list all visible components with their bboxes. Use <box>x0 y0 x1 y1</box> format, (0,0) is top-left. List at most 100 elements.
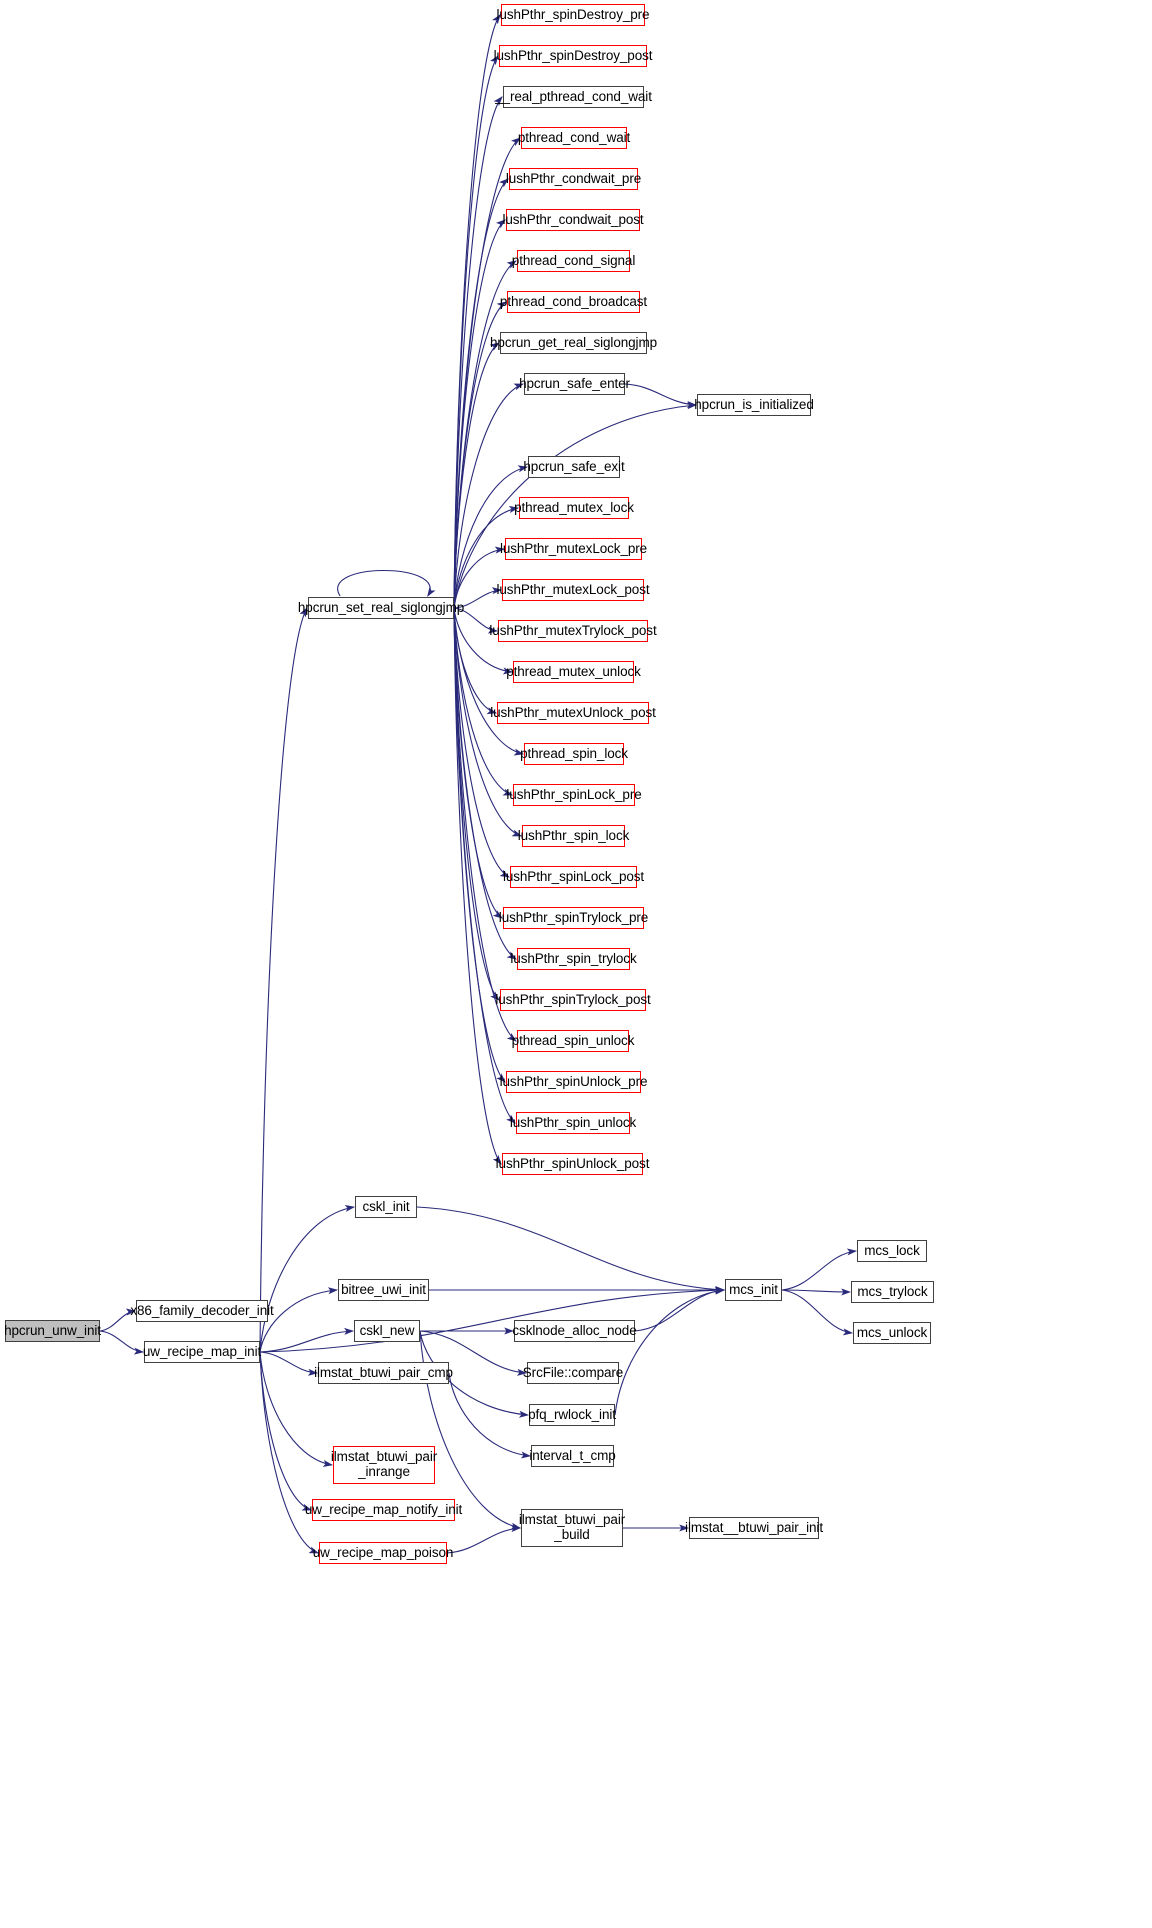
graph-edge <box>781 1288 852 1296</box>
graph-node-label: lushPthr_spinDestroy_pre <box>496 6 650 22</box>
graph-node-label: x86_family_decoder_init <box>130 1302 274 1318</box>
graph-node-hpcrun-safe-exit[interactable]: hpcrun_safe_exit <box>523 456 625 478</box>
graph-node-bitree-uwi-init[interactable]: bitree_uwi_init <box>338 1279 429 1301</box>
graph-node-lushpthr-mutexunlock-post[interactable]: lushPthr_mutexUnlock_post <box>490 702 656 724</box>
graph-node-pthread-cond-broadcast[interactable]: pthread_cond_broadcast <box>500 291 647 313</box>
graph-node-label: ilmstat__btuwi_pair_init <box>685 1519 823 1535</box>
graph-node-lushpthr-spindestroy-post[interactable]: lushPthr_spinDestroy_post <box>494 45 653 67</box>
graph-node-lushpthr-spinunlock-post[interactable]: lushPthr_spinUnlock_post <box>496 1153 649 1175</box>
graph-node-hpcrun-is-initialized[interactable]: hpcrun_is_initialized <box>694 394 814 416</box>
graph-node-label: bitree_uwi_init <box>341 1281 426 1297</box>
graph-node-lushpthr-spinunlock-pre[interactable]: lushPthr_spinUnlock_pre <box>500 1071 648 1093</box>
graph-node-ilmstat-btuwi-pair-build[interactable]: ilmstat_btuwi_pair _build <box>518 1509 626 1547</box>
graph-node-lushpthr-condwait-pre[interactable]: lushPthr_condwait_pre <box>505 168 642 190</box>
graph-edge <box>634 1287 726 1332</box>
graph-node-label: mcs_lock <box>864 1242 920 1258</box>
graph-edge <box>453 607 510 878</box>
graph-node-hpcrun-get-real-siglongjmp[interactable]: hpcrun_get_real_siglongjmp <box>490 332 657 354</box>
graph-node-ilmstat-btuwi-pair-cmp[interactable]: ilmstat_btuwi_pair_cmp <box>314 1362 453 1384</box>
graph-node-lushpthr-condwait-post[interactable]: lushPthr_condwait_post <box>502 209 644 231</box>
graph-node-mcs-init[interactable]: mcs_init <box>725 1279 782 1301</box>
graph-edge <box>453 607 502 1165</box>
graph-node-pthread-spin-lock[interactable]: pthread_spin_lock <box>520 743 628 765</box>
graph-node-pfq-rwlock-init[interactable]: pfq_rwlock_init <box>528 1404 616 1426</box>
graph-edge <box>453 607 503 919</box>
graph-node--real-pthread-cond-wait[interactable]: __real_pthread_cond_wait <box>495 86 652 108</box>
graph-node-lushpthr-spin-unlock[interactable]: lushPthr_spin_unlock <box>510 1112 636 1134</box>
graph-node-label: lushPthr_condwait_post <box>502 211 644 227</box>
graph-node-uw-recipe-map-poison[interactable]: uw_recipe_map_poison <box>313 1542 453 1564</box>
graph-node-hpcrun-set-real-siglongjmp[interactable]: hpcrun_set_real_siglongjmp <box>298 597 464 619</box>
graph-node-label: lushPthr_condwait_pre <box>505 170 642 186</box>
graph-edge <box>453 607 506 1083</box>
graph-node-pthread-mutex-lock[interactable]: pthread_mutex_lock <box>514 497 634 519</box>
graph-node-lushpthr-mutexlock-pre[interactable]: lushPthr_mutexLock_pre <box>500 538 647 560</box>
graph-node-mcs-unlock[interactable]: mcs_unlock <box>853 1322 931 1344</box>
graph-node-x86-family-decoder-init[interactable]: x86_family_decoder_init <box>130 1300 274 1322</box>
graph-node-lushpthr-spintrylock-post[interactable]: lushPthr_spinTrylock_post <box>495 989 651 1011</box>
graph-edge <box>781 1248 858 1291</box>
graph-node-label: pthread_mutex_lock <box>514 499 634 515</box>
graph-node-lushpthr-spinlock-post[interactable]: lushPthr_spinLock_post <box>503 866 644 888</box>
graph-node-mcs-lock[interactable]: mcs_lock <box>857 1240 927 1262</box>
graph-node-label: lushPthr_spinLock_pre <box>506 786 642 802</box>
graph-node-label: pthread_cond_signal <box>511 252 636 268</box>
graph-node-label: mcs_unlock <box>856 1324 928 1340</box>
graph-node-ilmstat-btuwi-pair-init[interactable]: ilmstat__btuwi_pair_init <box>685 1517 823 1539</box>
graph-node-label: ilmstat_btuwi_pair _inrange <box>330 1449 438 1479</box>
graph-edge <box>259 1327 355 1353</box>
graph-node-label: cskl_new <box>359 1322 415 1338</box>
graph-edge <box>259 607 308 1353</box>
graph-node-hpcrun-safe-enter[interactable]: hpcrun_safe_enter <box>519 373 630 395</box>
graph-node-label: pthread_cond_broadcast <box>499 293 648 309</box>
graph-edge <box>259 1351 319 1376</box>
graph-node-cskl-new[interactable]: cskl_new <box>354 1320 420 1342</box>
graph-node-label: lushPthr_spinUnlock_post <box>495 1155 650 1171</box>
graph-node-lushpthr-mutexlock-post[interactable]: lushPthr_mutexLock_post <box>496 579 650 601</box>
graph-node-label: lushPthr_spinDestroy_post <box>493 47 653 63</box>
graph-node-hpcrun-unw-init[interactable]: hpcrun_unw_init <box>4 1320 101 1342</box>
graph-node-ilmstat-btuwi-pair-inrange[interactable]: ilmstat_btuwi_pair _inrange <box>330 1446 438 1484</box>
graph-edge <box>337 570 436 597</box>
graph-node-label: uw_recipe_map_notify_init <box>304 1501 463 1517</box>
graph-edge <box>453 607 500 1001</box>
graph-node-label: lushPthr_spinTrylock_post <box>495 991 651 1007</box>
graph-edge <box>781 1289 854 1336</box>
graph-node-cskl-init[interactable]: cskl_init <box>355 1196 417 1218</box>
graph-node-lushpthr-spindestroy-pre[interactable]: lushPthr_spinDestroy_pre <box>497 4 650 26</box>
graph-edge <box>416 1206 726 1294</box>
graph-node-pthread-spin-unlock[interactable]: pthread_spin_unlock <box>512 1030 634 1052</box>
graph-node-label: lushPthr_spin_unlock <box>509 1114 637 1130</box>
graph-node-pthread-mutex-unlock[interactable]: pthread_mutex_unlock <box>506 661 641 683</box>
graph-node-label: csklnode_alloc_node <box>512 1322 637 1338</box>
graph-node-label: lushPthr_mutexLock_post <box>496 581 650 597</box>
graph-edge <box>624 383 698 408</box>
graph-node-lushpthr-spintrylock-pre[interactable]: lushPthr_spinTrylock_pre <box>499 907 648 929</box>
graph-node-interval-t-cmp[interactable]: interval_t_cmp <box>529 1445 616 1467</box>
graph-node-srcfile-compare[interactable]: SrcFile::compare <box>523 1362 623 1384</box>
graph-node-label: hpcrun_set_real_siglongjmp <box>297 599 465 615</box>
graph-node-label: uw_recipe_map_init <box>142 1343 262 1359</box>
graph-node-label: pthread_spin_lock <box>520 745 628 761</box>
graph-node-lushpthr-mutextrylock-post[interactable]: lushPthr_mutexTrylock_post <box>489 620 657 642</box>
graph-node-label: cskl_init <box>362 1198 410 1214</box>
graph-node-uw-recipe-map-notify-init[interactable]: uw_recipe_map_notify_init <box>305 1499 462 1521</box>
graph-node-label: hpcrun_is_initialized <box>694 396 814 412</box>
graph-node-label: pthread_mutex_unlock <box>506 663 641 679</box>
graph-node-pthread-cond-wait[interactable]: pthread_cond_wait <box>518 127 630 149</box>
graph-node-label: pthread_spin_unlock <box>511 1032 635 1048</box>
graph-node-label: lushPthr_mutexTrylock_post <box>489 622 657 638</box>
graph-node-pthread-cond-signal[interactable]: pthread_cond_signal <box>512 250 635 272</box>
graph-node-label: hpcrun_safe_enter <box>519 375 630 391</box>
graph-node-mcs-trylock[interactable]: mcs_trylock <box>851 1281 934 1303</box>
graph-node-lushpthr-spinlock-pre[interactable]: lushPthr_spinLock_pre <box>506 784 642 806</box>
graph-edge <box>99 1330 145 1355</box>
graph-node-lushpthr-spin-trylock[interactable]: lushPthr_spin_trylock <box>510 948 637 970</box>
graph-node-label: ilmstat_btuwi_pair _build <box>518 1512 626 1542</box>
graph-node-label: lushPthr_mutexUnlock_post <box>490 704 656 720</box>
graph-node-csklnode-alloc-node[interactable]: csklnode_alloc_node <box>512 1320 637 1342</box>
graph-node-uw-recipe-map-init[interactable]: uw_recipe_map_init <box>142 1341 262 1363</box>
graph-node-lushpthr-spin-lock[interactable]: lushPthr_spin_lock <box>518 825 629 847</box>
graph-node-label: hpcrun_safe_exit <box>523 458 625 474</box>
